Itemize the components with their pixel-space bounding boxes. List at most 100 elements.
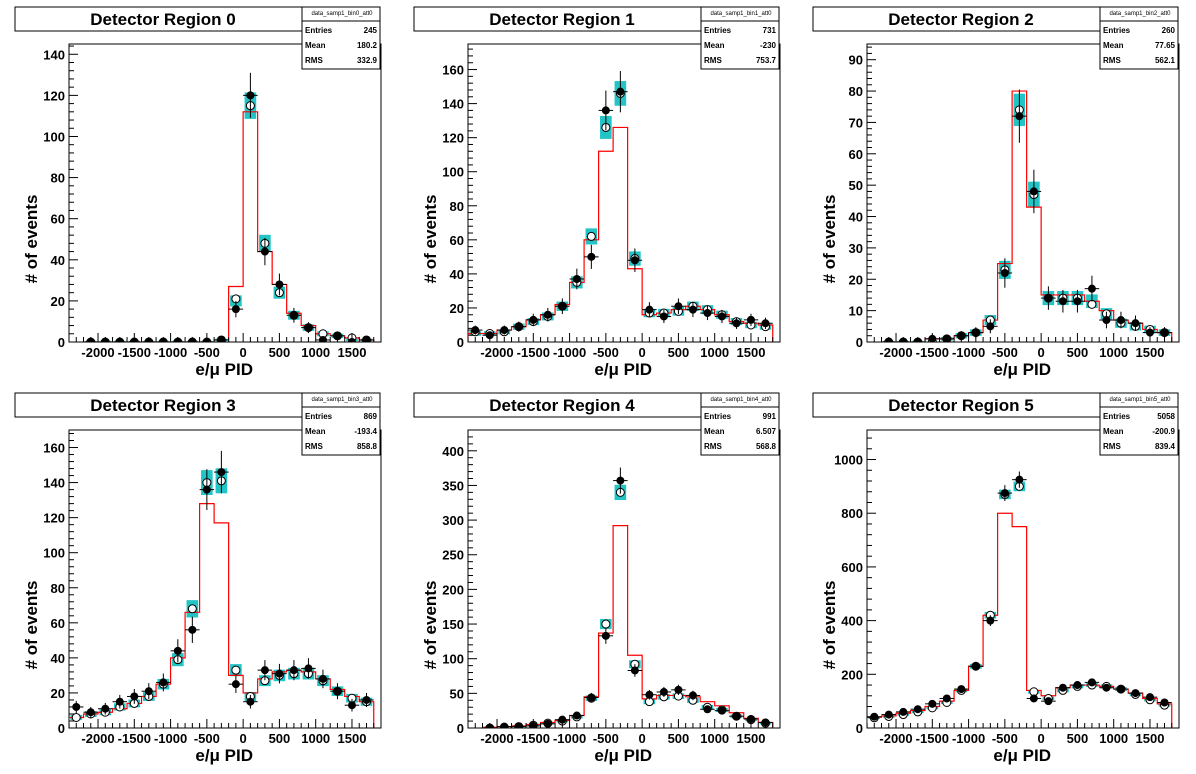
stats-value: 260: [1162, 26, 1176, 35]
data-point: [72, 702, 81, 711]
data-point: [746, 315, 755, 324]
y-tick-label: 400: [442, 444, 464, 459]
data-point: [130, 692, 139, 701]
stats-value: -193.4: [354, 427, 377, 436]
data-point: [761, 718, 770, 727]
stats-label: Mean: [1103, 427, 1124, 436]
open-marker: [231, 665, 241, 675]
x-tick-label: 0: [639, 731, 646, 746]
data-point: [630, 256, 639, 265]
data-point: [1058, 297, 1067, 306]
data-point: [558, 302, 567, 311]
data-point: [703, 705, 712, 714]
stats-value: 332.9: [357, 56, 378, 65]
plot-frame: [467, 429, 781, 729]
x-tick-label: -500: [194, 731, 220, 746]
panel-2: -2000 -1500 -1000 -500 0 500 1000 1500 0 10 20 30 40…: [812, 6, 1180, 379]
data-point: [304, 323, 313, 332]
panel-5: -2000 -1500 -1000 -500 0 500 1000 1500 0 200 400 60…: [812, 392, 1180, 765]
data-point: [761, 319, 770, 328]
stats-label: Mean: [704, 427, 725, 436]
y-tick-label: 0: [58, 335, 65, 350]
data-point: [601, 631, 610, 640]
y-tick-label: 90: [849, 53, 863, 68]
x-tick-label: -1500: [916, 345, 949, 360]
x-tick-label: -2000: [480, 345, 513, 360]
panel-title: Detector Region 2: [888, 10, 1033, 29]
data-point: [101, 704, 110, 713]
y-axis-label: # of events: [421, 581, 440, 670]
x-tick-label: -500: [593, 345, 619, 360]
y-tick-label: 0: [58, 721, 65, 736]
x-tick-label: 500: [269, 345, 291, 360]
x-tick-label: -2000: [81, 731, 114, 746]
y-tick-label: 140: [43, 476, 65, 491]
data-point: [86, 708, 95, 717]
plot-marks: [69, 450, 375, 728]
data-point: [246, 697, 255, 706]
stats-value: 839.4: [1155, 442, 1176, 451]
data-point: [986, 322, 995, 331]
x-tick-label: 1500: [1136, 345, 1165, 360]
stats-name: data_samp1_bin3_att0: [311, 397, 373, 403]
stats-label: RMS: [305, 56, 323, 65]
y-tick-label: 250: [442, 548, 464, 563]
data-point: [732, 712, 741, 721]
x-tick-label: 0: [240, 345, 247, 360]
stats-box: data_samp1_bin1_att0 Entries 731 Mean -230 RM…: [700, 6, 780, 70]
data-point: [543, 310, 552, 319]
x-tick-label: 500: [668, 731, 690, 746]
stats-value: 77.65: [1155, 41, 1176, 50]
y-tick-label: 140: [442, 97, 464, 112]
x-tick-label: 1000: [700, 731, 729, 746]
y-tick-label: 600: [841, 560, 863, 575]
data-point: [928, 699, 937, 708]
stats-value: 858.8: [357, 442, 378, 451]
data-point: [957, 331, 966, 340]
data-point: [1145, 693, 1154, 702]
x-tick-label: -1500: [916, 731, 949, 746]
y-tick-label: 160: [442, 63, 464, 78]
stats-label: Mean: [704, 41, 725, 50]
panel-title: Detector Region 3: [90, 396, 235, 415]
stats-label: Mean: [305, 41, 326, 50]
stats-value: 869: [364, 412, 378, 421]
data-point: [1029, 694, 1038, 703]
stats-value: 6.507: [756, 427, 777, 436]
y-tick-label: 10: [849, 304, 863, 319]
panel-title: Detector Region 1: [489, 10, 634, 29]
data-point: [1015, 475, 1024, 484]
y-tick-label: 0: [856, 721, 863, 736]
x-tick-label: 1500: [1136, 731, 1165, 746]
stats-label: RMS: [305, 442, 323, 451]
y-tick-label: 800: [841, 506, 863, 521]
data-point: [1116, 685, 1125, 694]
y-tick-label: 140: [43, 47, 65, 62]
panel-title: Detector Region 0: [90, 10, 235, 29]
data-point: [173, 646, 182, 655]
y-tick-label: 50: [849, 178, 863, 193]
y-tick-label: 40: [51, 651, 65, 666]
title-box: Detector Region 5: [812, 392, 1111, 418]
stats-label: Entries: [1103, 26, 1131, 35]
x-tick-label: -1500: [517, 731, 550, 746]
y-tick-label: 100: [442, 165, 464, 180]
data-point: [587, 693, 596, 702]
stats-name: data_samp1_bin1_att0: [710, 11, 772, 17]
y-tick-label: 60: [849, 147, 863, 162]
data-point: [1058, 683, 1067, 692]
x-tick-label: 1500: [338, 731, 367, 746]
title-box: Detector Region 3: [14, 392, 313, 418]
data-point: [275, 669, 284, 678]
data-point: [362, 695, 371, 704]
x-tick-label: -1000: [952, 731, 985, 746]
plot-marks: [468, 71, 774, 342]
data-point: [347, 701, 356, 710]
stats-name: data_samp1_bin4_att0: [710, 397, 772, 403]
data-point: [971, 328, 980, 337]
x-tick-label: 1500: [737, 345, 766, 360]
y-tick-label: 160: [43, 441, 65, 456]
x-tick-label: 0: [240, 731, 247, 746]
y-tick-label: 100: [442, 652, 464, 667]
